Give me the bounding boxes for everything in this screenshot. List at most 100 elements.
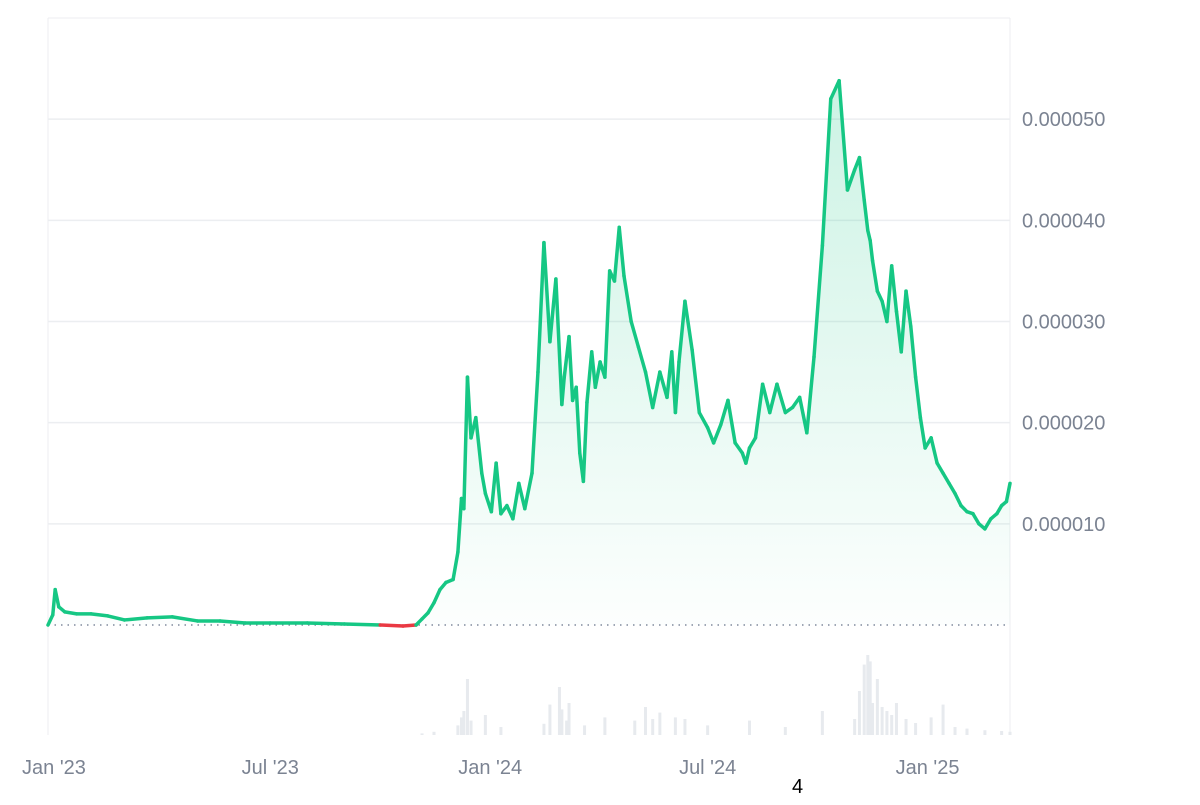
price-line-segment-up — [1004, 481, 1012, 504]
price-line-segment-up — [465, 375, 473, 440]
price-line-segment-up — [523, 471, 534, 511]
price-line-segment-down — [401, 623, 418, 628]
price-line-segment-up — [837, 78, 850, 192]
price-line-segment-up — [820, 97, 833, 248]
price-line-segment-up — [918, 415, 927, 450]
volume-bar — [420, 733, 424, 735]
y-tick-label: 0.000050 — [1022, 109, 1105, 131]
price-line-segment-up — [733, 441, 745, 455]
volume-bar — [894, 703, 898, 735]
volume-bar — [483, 715, 487, 735]
volume-bar — [941, 704, 945, 735]
price-line-segment-up — [536, 240, 546, 374]
price-line-segment-up — [62, 610, 79, 616]
price-line-segment-up — [868, 238, 875, 263]
price-line-segment-up — [753, 382, 765, 440]
volume-bar — [890, 715, 894, 735]
price-line-segment-up — [574, 385, 582, 455]
volume-bar — [469, 720, 473, 735]
volume-bar — [706, 725, 710, 735]
price-line-segment-up — [971, 511, 981, 526]
volume-bar — [862, 664, 866, 735]
volume-bar — [875, 679, 879, 735]
price-line-segment-up — [935, 461, 945, 475]
volume-bar — [432, 731, 436, 735]
x-tick-label: Jan '23 — [22, 757, 86, 779]
volume-bar — [953, 727, 957, 735]
volume-bar — [658, 712, 662, 735]
price-line-segment-up — [909, 324, 918, 379]
price-line-segment-up — [581, 400, 589, 484]
price-line-segment-up — [889, 264, 899, 314]
price-line-segment-up — [941, 471, 951, 486]
volume-bar — [651, 719, 655, 735]
price-line-segment-up — [862, 198, 870, 233]
price-line-segment-up — [560, 375, 567, 407]
volume-bar — [548, 704, 552, 735]
price-line-segment-up — [705, 425, 716, 445]
price-line-segment-up — [89, 612, 110, 618]
volume-bar — [904, 719, 908, 735]
volume-bar — [603, 717, 607, 735]
volume-bar — [557, 687, 561, 735]
price-line-segment-up — [947, 481, 957, 496]
price-line-segment-up — [542, 240, 552, 344]
price-line-segment-up — [593, 360, 602, 390]
volume-bar — [885, 711, 889, 735]
price-line-segment-up — [747, 436, 758, 450]
price-line-segment-up — [456, 496, 464, 554]
volume-bar — [747, 720, 751, 735]
price-line-segment-up — [845, 168, 857, 192]
price-line-segment-up — [170, 615, 200, 623]
price-line-segment-up — [617, 225, 626, 278]
y-tick-label: 0.000010 — [1022, 514, 1105, 536]
price-line-segment-up — [562, 355, 569, 379]
price-line-segment-up — [870, 259, 880, 293]
price-line-segment-up — [462, 375, 470, 511]
price-line-segment-up — [768, 382, 779, 415]
volume-bar — [565, 720, 569, 735]
volume-bar — [499, 727, 503, 735]
volume-bar — [560, 709, 564, 735]
volume-bar — [1008, 731, 1012, 735]
price-line-segment-up — [760, 382, 772, 415]
price-line-segment-up — [805, 355, 816, 435]
volume-bar — [567, 703, 571, 735]
volume-bar — [871, 703, 875, 735]
price-line-segment-up — [603, 269, 612, 379]
volume-bar — [914, 723, 918, 735]
price-line-segment-up — [929, 436, 939, 465]
price-line-segment-up — [885, 264, 894, 324]
price-line-segment-up — [677, 299, 687, 364]
volume-bar — [853, 719, 857, 735]
axis-labels: 0.000010 0.000020 0.000030 0.000040 0.000050… — [22, 109, 1105, 779]
volume-bar — [633, 720, 637, 735]
price-line-segment-up — [913, 375, 923, 420]
price-line-segment-up — [683, 299, 694, 352]
price-line-segment-up — [643, 370, 655, 410]
price-line-segment-up — [697, 410, 710, 430]
footer-label: 4 — [792, 776, 804, 798]
price-line-segment-up — [690, 348, 702, 415]
price-line-segment-up — [53, 587, 61, 609]
price-line-segment-up — [711, 422, 723, 445]
price-line-segment-up — [480, 471, 488, 496]
volume-bar — [542, 723, 546, 735]
price-line-segment-down — [378, 623, 405, 628]
price-line-segment-up — [953, 491, 963, 508]
volume-bar — [866, 655, 870, 735]
price-line-segment-up — [673, 360, 681, 415]
price-line-segment-up — [622, 274, 633, 324]
price-line-segment-up — [530, 370, 540, 475]
volume-bar — [459, 717, 463, 735]
x-tick-label: Jan '25 — [896, 757, 960, 779]
price-line-segment-up — [629, 319, 641, 349]
price-line-segment-up — [812, 243, 825, 359]
volume-bar — [673, 717, 677, 735]
price-line-segment-up — [494, 461, 503, 516]
price-line-segment-up — [511, 481, 521, 521]
price-line-segment-up — [517, 481, 527, 511]
price-line-segment-up — [726, 398, 737, 445]
price-line-segment-up — [983, 517, 993, 531]
